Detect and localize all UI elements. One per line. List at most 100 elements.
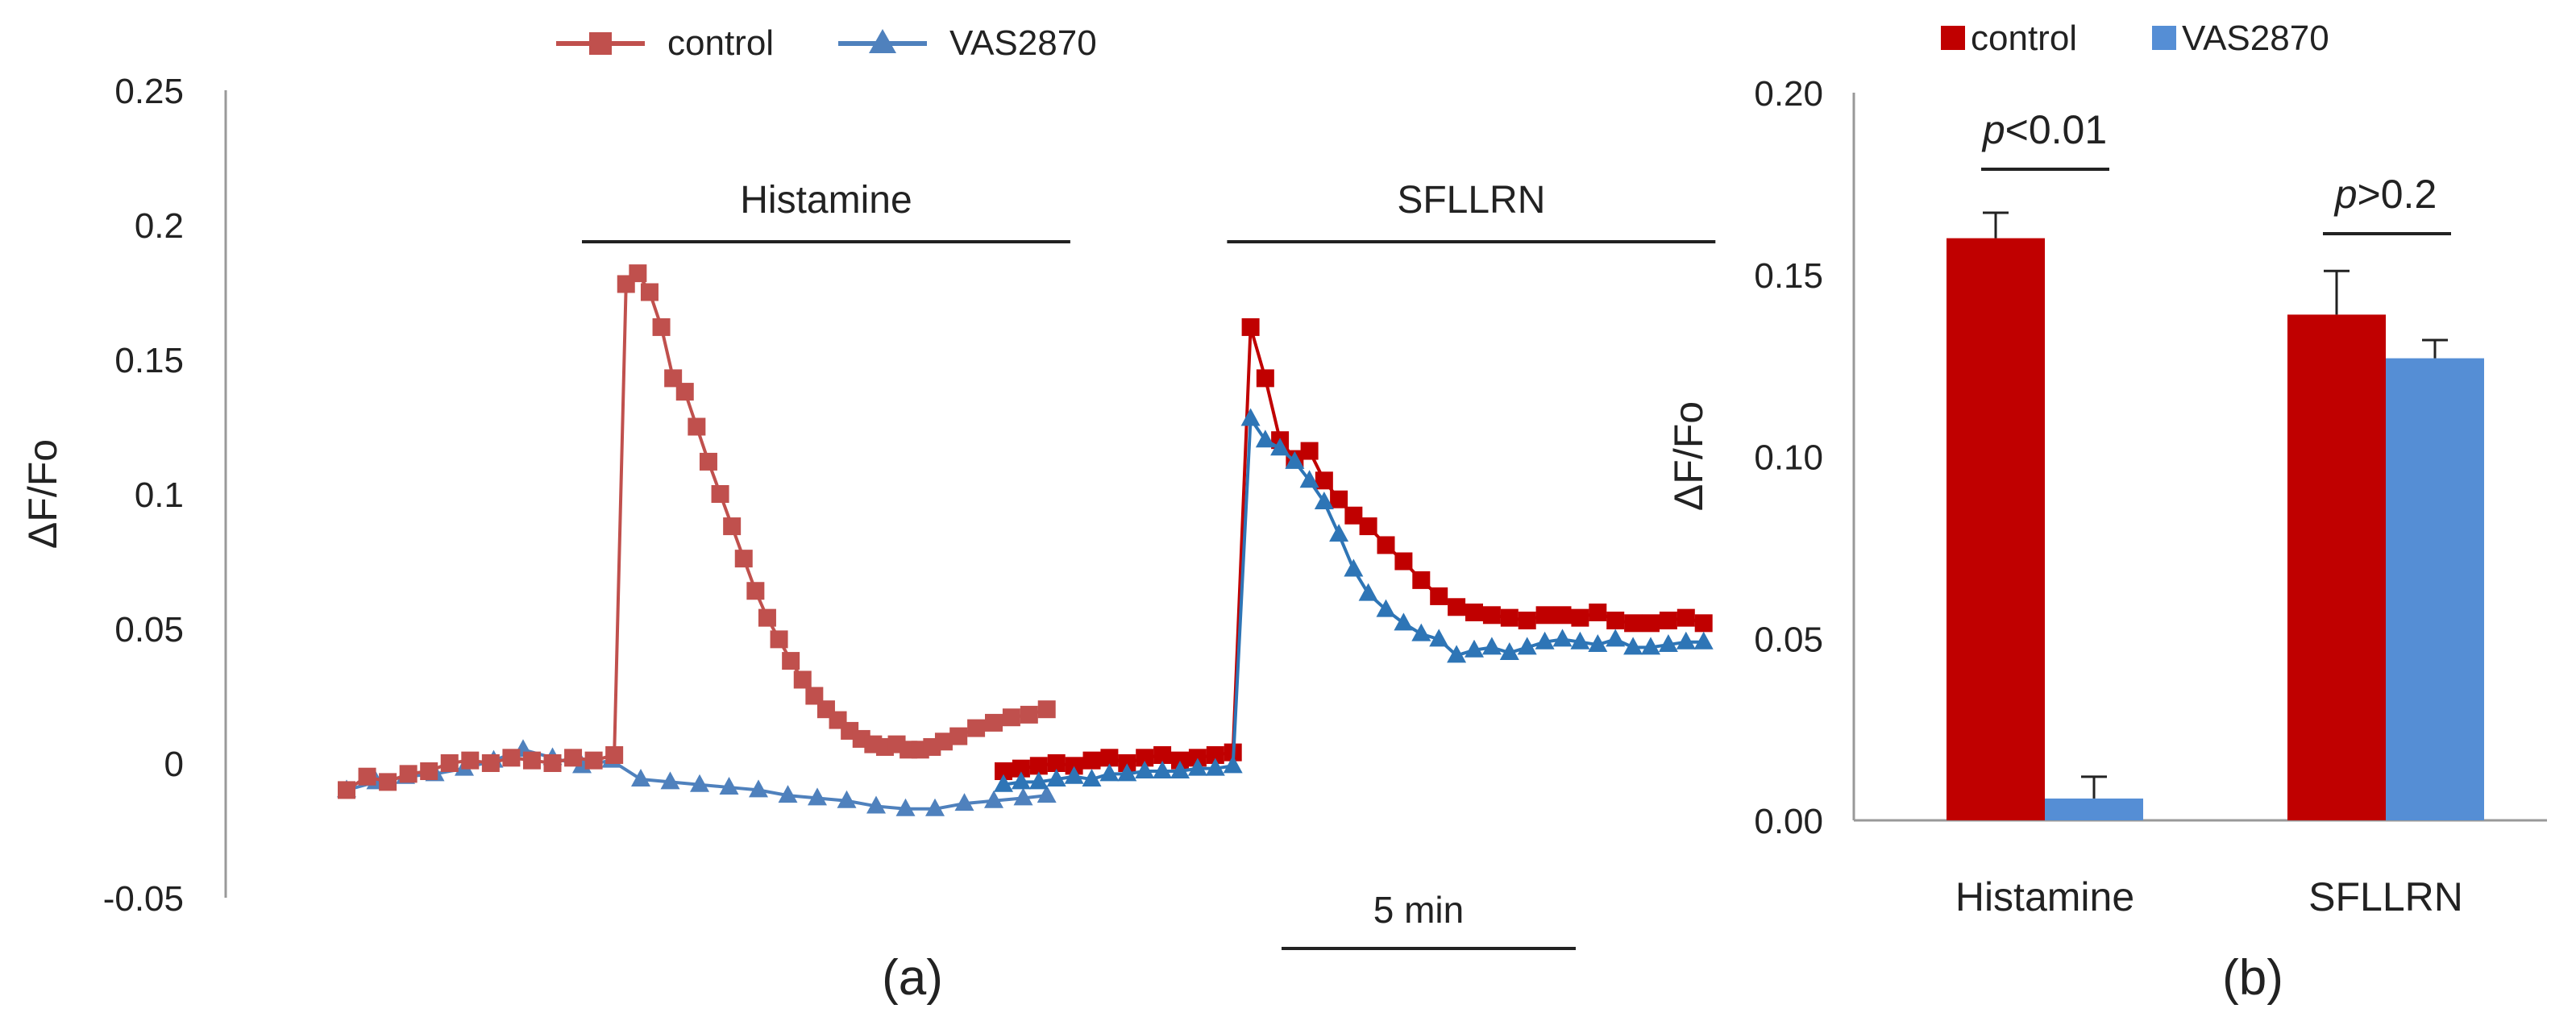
histamine-vas2870-point [1013,787,1033,806]
sfllrn-vas2870-point [994,774,1013,792]
panel-a-label: (a) [882,950,943,1006]
sfllrn-vas2870-point [1623,637,1643,655]
sfllrn-control-point [1394,552,1413,571]
legend-control-marker [589,32,612,55]
panel-b-y-tick: 0.20 [1754,74,1823,114]
histamine-control-point [605,745,624,764]
sfllrn-control-point [1500,608,1519,627]
legend-vas-label: VAS2870 [949,23,1097,63]
legend-vas-marker [869,29,896,53]
histamine-control-point [440,754,459,772]
sfllrn-control-line [1003,326,1705,773]
sfllrn-vas2870-point [1552,629,1573,647]
panel-b-y-tick: 0.10 [1754,438,1823,478]
sfllrn-vas2870-point [1223,755,1243,774]
histamine-p-value: p<0.01 [1981,107,2107,152]
histamine-control-point [711,485,729,503]
time-scale-bar-label: 5 min [1373,889,1464,931]
sfllrn-vas2870-point [1588,634,1608,653]
sfllrn-control-point [1359,517,1377,536]
histamine-vas2870-point [984,790,1003,808]
histamine-vas2870-point [690,774,709,792]
histamine-control-point [949,727,968,745]
sfllrn-vas2870-point [1117,763,1137,782]
sfllrn-vas2870-point [1329,524,1349,542]
sfllrn-vas2870-point [1299,470,1319,488]
sfllrn-control-point [1118,754,1136,772]
histamine-control-point [688,417,706,436]
histamine-control-bar [1947,238,2045,821]
sfllrn-vas2870-line [1003,413,1704,787]
sfllrn-vas2870-point [1099,763,1120,782]
histamine-vas2870-point [719,777,739,795]
sfllrn-control-point [1012,759,1030,778]
sfllrn-control-point [1047,754,1066,772]
histamine-control-point [934,733,953,751]
histamine-control-point [399,765,418,783]
histamine-control-line [345,271,1048,792]
histamine-vas2870-point [631,769,650,787]
histamine-vas2870-point [837,790,857,808]
sfllrn-vas2870-point [1344,558,1364,577]
histamine-vas2870-point [660,771,680,790]
sfllrn-vas2870-point [1170,761,1190,779]
histamine-control-point [675,383,694,401]
sfllrn-control-point [1206,745,1224,764]
histamine-control-point [770,630,788,649]
histamine-control-point [1020,705,1038,724]
sfllrn-vas2870-point [1658,634,1678,653]
sfllrn-control-point [1430,587,1448,605]
legend-b-vas-label: VAS2870 [2182,19,2329,58]
histamine-control-point [734,550,753,568]
sfllrn-control-point [1315,471,1333,490]
panel-b-bars [1947,211,2484,821]
histamine-control-point [481,754,500,772]
sfllrn-control-point [1082,751,1101,770]
sfllrn-control-point [1412,571,1431,589]
sfllrn-control-point [1482,606,1501,625]
panel-a-y-tick-labels: -0.05 0 0.05 0.1 0.15 0.2 0.25 [103,72,184,919]
sfllrn-control-point [1624,614,1643,633]
sfllrn-control-point [1344,506,1363,525]
sfllrn-control-point [1029,757,1048,775]
sfllrn-control-point [1642,614,1660,633]
panel-b-y-tick: 0.05 [1754,620,1823,659]
sfllrn-vas2870-point [1517,637,1537,655]
histamine-vas2870-point [925,798,945,816]
sfllrn-control-point [1448,598,1466,616]
histamine-vas2870-point [866,795,886,814]
sfllrn-control-point [1100,749,1119,767]
histamine-vas2870-point [808,787,827,806]
sfllrn-control-point [995,762,1012,781]
sfllrn-stimulus-label: SFLLRN [1397,179,1545,222]
sfllrn-vas2870-bar [2386,358,2484,821]
sfllrn-control-point [1694,614,1713,633]
histamine-control-point [584,751,603,770]
panel-b-legend: control VAS2870 [1941,19,2329,58]
legend-b-vas-swatch [2152,26,2176,50]
histamine-p-symbol: p [1981,107,2005,152]
sfllrn-control-point [1300,442,1319,460]
histamine-control-point [805,687,824,705]
sfllrn-vas2870-point [1240,408,1261,426]
panel-a-y-tick: 0.15 [114,341,184,380]
sfllrn-vas2870-point [1499,642,1519,661]
histamine-p-text: <0.01 [2005,107,2108,152]
histamine-vas2870-point [954,793,974,811]
sfllrn-vas2870-point [1285,450,1305,469]
histamine-control-point [640,283,659,301]
histamine-control-point [420,762,438,781]
histamine-control-point [967,719,986,737]
panel-a-y-tick: 0.2 [135,206,184,246]
legend-control-label: control [667,23,774,63]
sfllrn-vas2870-point [1411,623,1431,641]
sfllrn-control-point [1571,608,1589,627]
histamine-control-point [502,749,521,767]
panel-a-legend: control VAS2870 [556,23,1097,63]
histamine-control-point [543,754,562,772]
histamine-control-point [461,751,480,770]
sfllrn-p-value: p>0.2 [2333,172,2437,217]
histamine-control-point [1037,700,1056,719]
sfllrn-vas2870-point [1676,631,1696,650]
sfllrn-control-point [1589,603,1607,621]
